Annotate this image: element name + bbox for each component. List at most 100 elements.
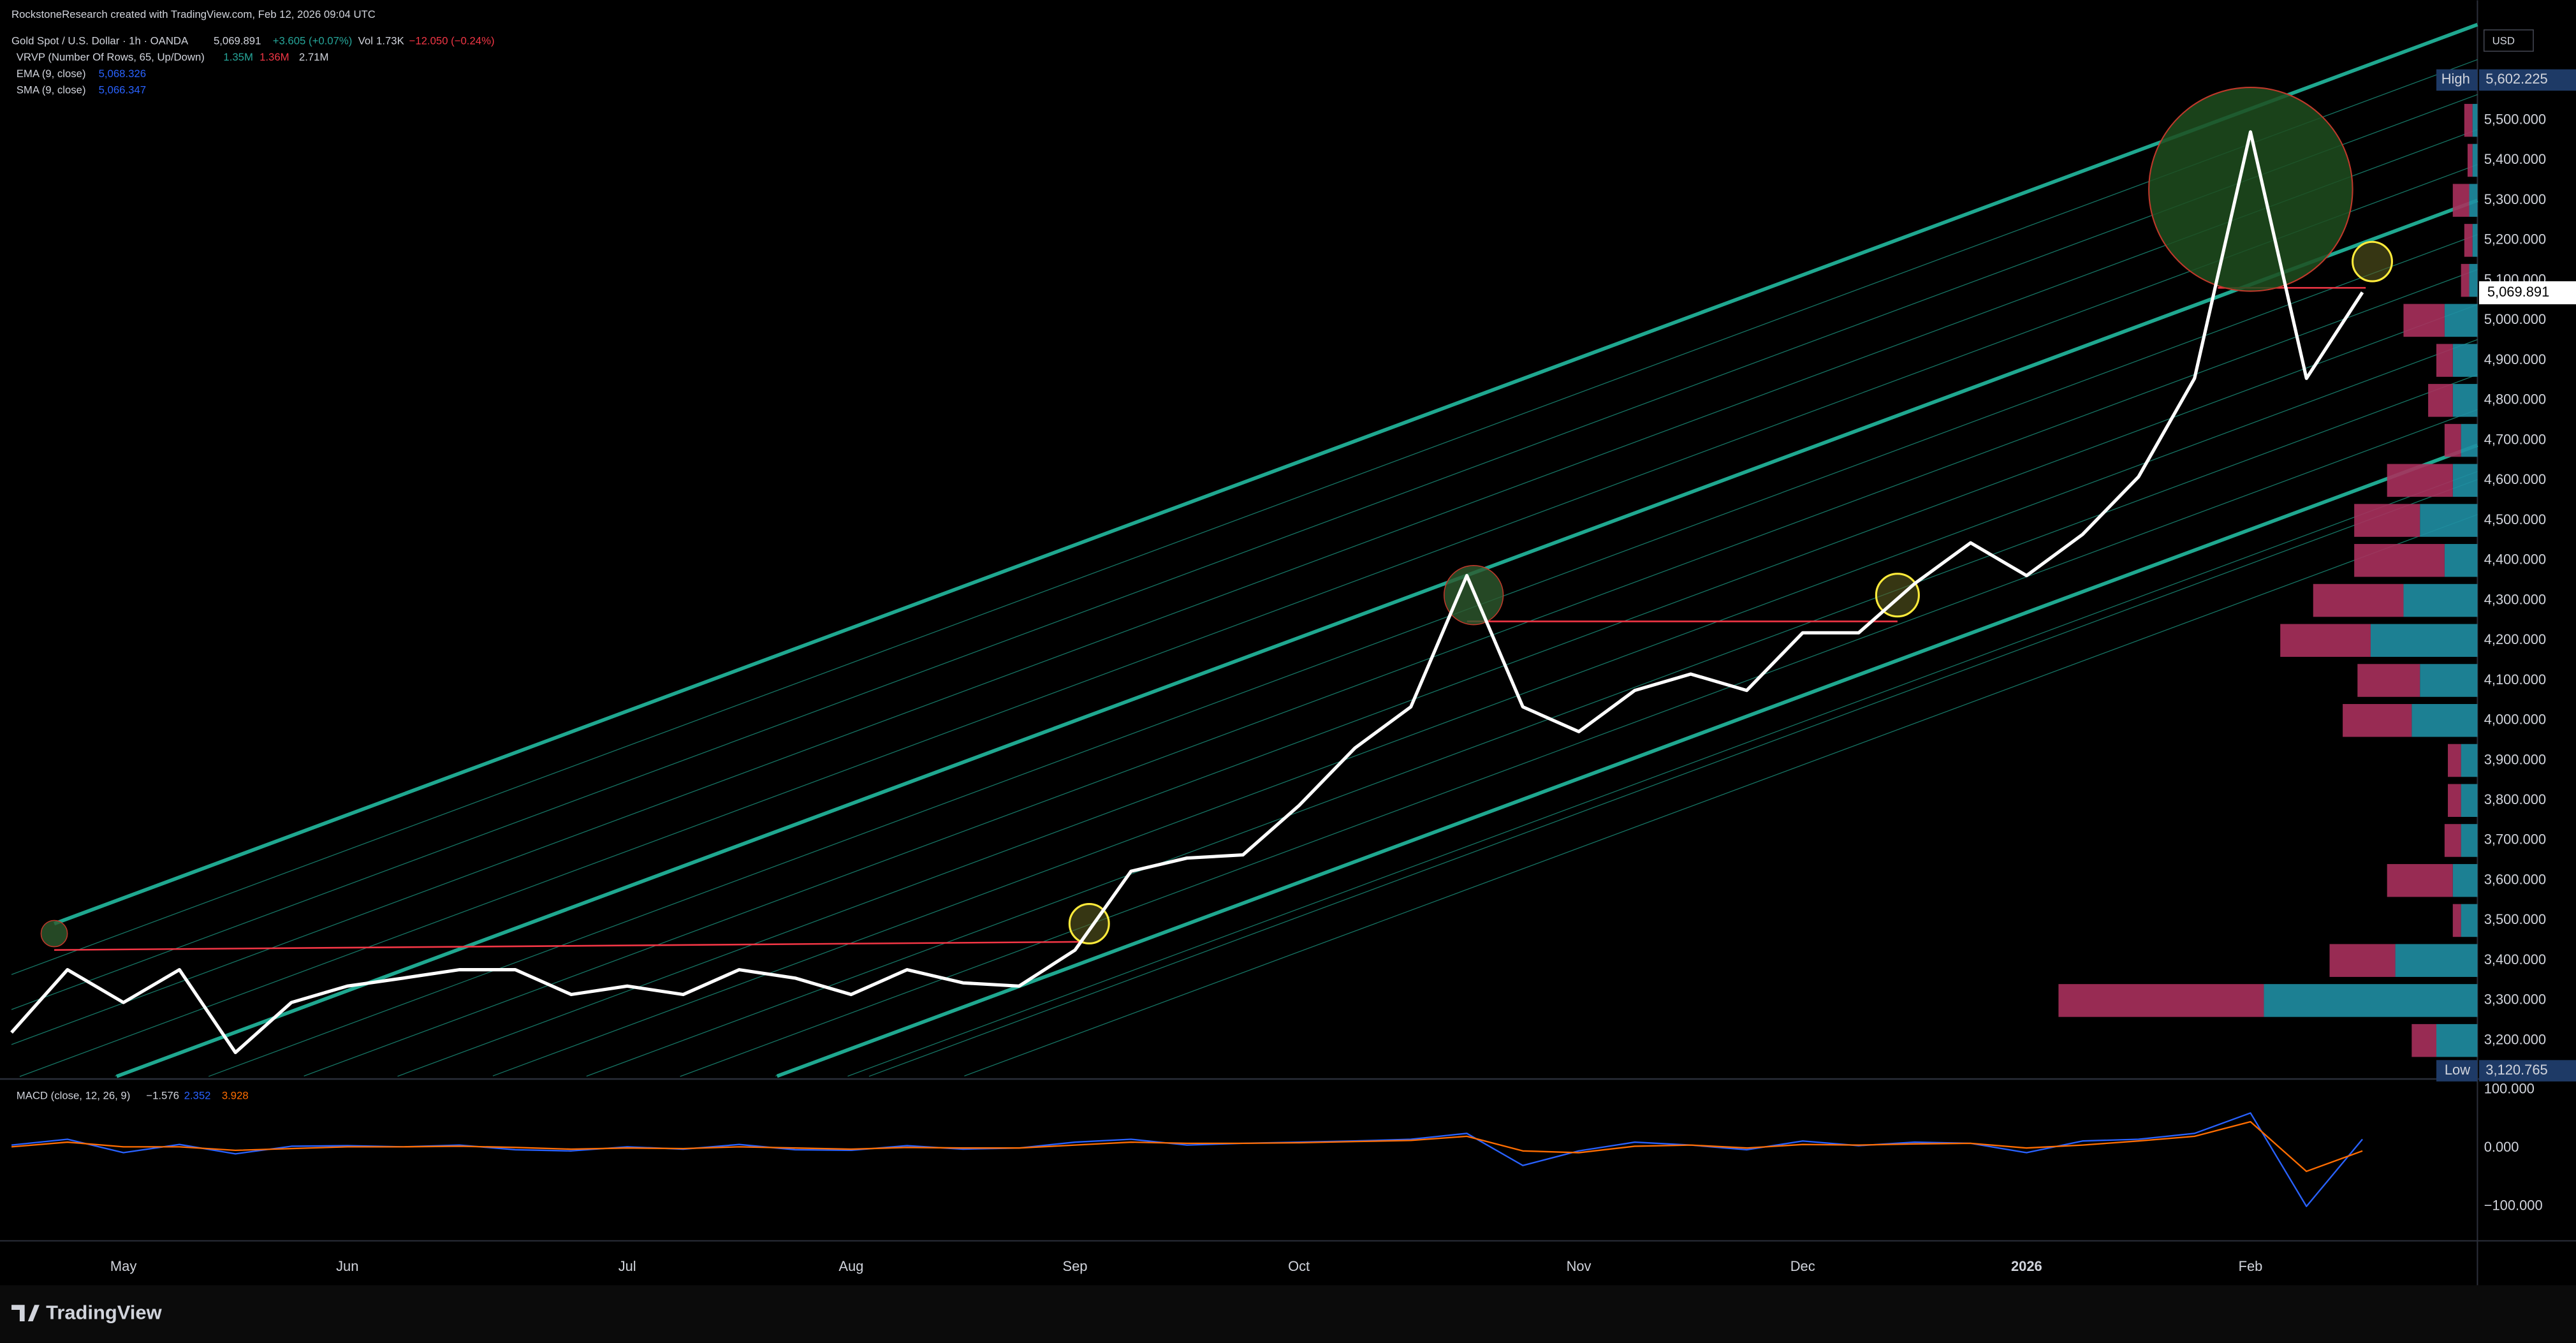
- macd-title: MACD (close, 12, 26, 9): [17, 1089, 131, 1101]
- y-tick-label: 5,300.000: [2484, 191, 2546, 207]
- logo: TradingView: [11, 1302, 163, 1324]
- currency-box: [2483, 29, 2534, 52]
- profile-bar: [2420, 504, 2478, 537]
- channel-subline: [11, 94, 2478, 1010]
- x-tick-label: Dec: [1790, 1258, 1815, 1274]
- channel-line: [115, 198, 2478, 1078]
- y-tick-label: 4,300.000: [2484, 591, 2546, 607]
- profile-bar: [2329, 944, 2396, 977]
- y-tick-label: 3,200.000: [2484, 1031, 2546, 1047]
- attribution: RockstoneResearch created with TradingVi…: [11, 8, 376, 20]
- highlight-circles: [40, 87, 2393, 948]
- line: [11, 1120, 2363, 1172]
- y-tick-label: 5,000.000: [2484, 311, 2546, 327]
- profile-bar: [2264, 984, 2478, 1017]
- x-tick-label: Nov: [1567, 1258, 1592, 1274]
- channel-subline: [304, 269, 2478, 1076]
- profile-bar: [2461, 263, 2470, 297]
- high-value: 5,602.225: [2485, 71, 2547, 87]
- channel-subline: [680, 409, 2478, 1077]
- profile-bar: [2464, 103, 2473, 137]
- channel-subline: [868, 479, 2478, 1077]
- profile-bar: [2472, 224, 2478, 257]
- last-price: 5,069.891: [214, 34, 261, 47]
- profile-bar: [2403, 583, 2478, 617]
- low-value: 3,120.765: [2485, 1062, 2547, 1078]
- x-tick-label: Feb: [2239, 1258, 2263, 1274]
- low-label: Low: [2445, 1062, 2470, 1078]
- circle: [1875, 573, 1920, 618]
- profile-bar: [2403, 304, 2445, 337]
- profile-bar: [2467, 143, 2473, 177]
- indicator-value: 2.71M: [299, 51, 329, 63]
- circle: [2352, 240, 2393, 283]
- profile-bar: [2448, 784, 2461, 817]
- x-tick-label: Aug: [838, 1258, 863, 1274]
- x-tick-label: 2026: [2011, 1258, 2042, 1274]
- profile-bar: [2461, 824, 2478, 857]
- channel-drawing: [11, 22, 2478, 1078]
- profile-bar: [2461, 784, 2478, 817]
- symbol: Gold Spot / U.S. Dollar · 1h · OANDA: [11, 34, 189, 47]
- level-line: [54, 941, 1085, 951]
- macd-value: 2.352: [184, 1089, 211, 1101]
- profile-bar: [2444, 304, 2478, 337]
- footer-bar: [0, 1285, 2576, 1343]
- indicator-value: 1.35M: [223, 51, 253, 63]
- profile-bar: [2444, 544, 2478, 577]
- y-tick-label: 5,500.000: [2484, 111, 2546, 127]
- plot: 3,200.000 3,300.000 3,400.000 3,500.000 3,60…: [10, 103, 2546, 1274]
- y-tick-label: −100.000: [2484, 1198, 2543, 1214]
- profile-bar: [2452, 384, 2478, 417]
- logo-text: TradingView: [46, 1302, 162, 1324]
- profile-bar: [2472, 103, 2478, 137]
- profile-bar: [2343, 703, 2412, 737]
- profile-bar: [2420, 664, 2478, 697]
- profile-bar: [2448, 744, 2461, 777]
- high-tag-box: [2436, 69, 2478, 91]
- macd-value: −1.576: [146, 1089, 179, 1101]
- price-tag: 5,069.891: [2487, 284, 2549, 300]
- profile-bar: [2354, 504, 2420, 537]
- profile-bar: [2444, 824, 2461, 857]
- currency: USD: [2492, 34, 2515, 47]
- y-tick-label: 4,000.000: [2484, 712, 2546, 728]
- x-tick-label: Sep: [1062, 1258, 1087, 1274]
- y-tick-label: 3,800.000: [2484, 791, 2546, 807]
- profile-bar: [2461, 904, 2478, 937]
- y-tick-label: 3,400.000: [2484, 951, 2546, 967]
- y-tick-label: 4,200.000: [2484, 631, 2546, 647]
- x-tick-label: May: [110, 1258, 136, 1274]
- profile-bar: [2452, 184, 2470, 217]
- change: +3.605 (+0.07%): [273, 34, 353, 47]
- channel-subline: [847, 471, 2478, 1077]
- channel-subline: [19, 164, 2478, 1077]
- indicator-value: 1.36M: [260, 51, 289, 63]
- profile-bar: [2452, 863, 2478, 897]
- y-tick-label: 4,800.000: [2484, 392, 2546, 407]
- y-tick-label: 4,700.000: [2484, 431, 2546, 447]
- profile-bar: [2469, 184, 2478, 217]
- indicator-name: SMA (9, close): [17, 84, 86, 96]
- change-2: −12.050 (−0.24%): [409, 34, 495, 47]
- volume-label: Vol: [358, 34, 373, 47]
- y-tick-label: 100.000: [2484, 1080, 2535, 1096]
- low-value-box: [2478, 1060, 2576, 1082]
- y-tick-label: 5,200.000: [2484, 231, 2546, 247]
- channel-subline: [397, 304, 2478, 1077]
- y-tick-label: 4,900.000: [2484, 351, 2546, 367]
- y-tick-label: 5,400.000: [2484, 151, 2546, 167]
- channel-line: [776, 443, 2478, 1078]
- profile-bar: [2444, 423, 2461, 457]
- profile-bar: [2452, 344, 2478, 377]
- y-tick-label: 4,100.000: [2484, 672, 2546, 687]
- profile-bar: [2357, 664, 2420, 697]
- profile-bar: [2313, 583, 2404, 617]
- profile-bar: [2464, 224, 2473, 257]
- y-tick-label: 3,300.000: [2484, 992, 2546, 1008]
- macd-value: 3.928: [222, 1089, 249, 1101]
- channel-subline: [964, 514, 2478, 1076]
- high-label: High: [2441, 71, 2470, 87]
- profile-bar: [2461, 423, 2478, 457]
